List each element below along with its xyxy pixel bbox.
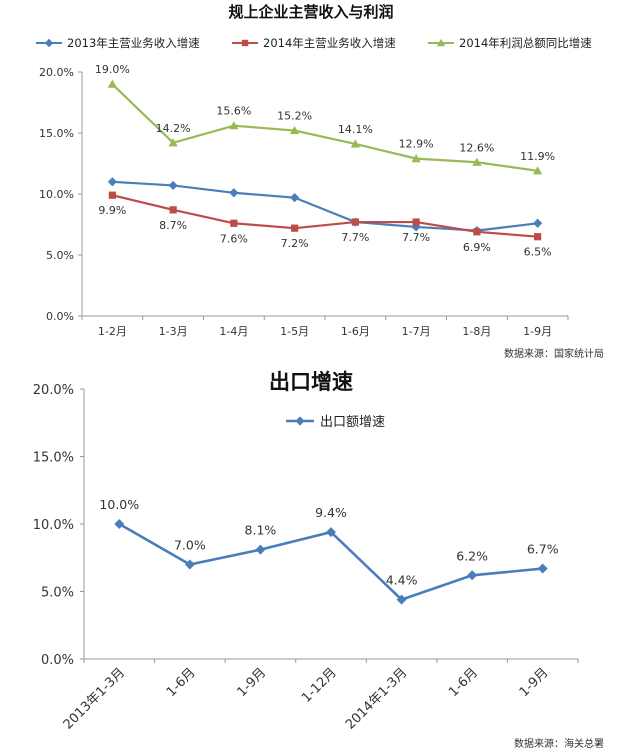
legend-marker [295, 416, 305, 426]
y-tick-label: 20.0% [39, 66, 74, 79]
x-tick-label: 1-9月 [523, 325, 552, 338]
data-point-s1 [351, 218, 359, 226]
data-point-s1 [291, 224, 299, 232]
data-point-s0 [168, 180, 178, 191]
data-point-s0 [290, 193, 300, 203]
data-label: 19.0% [95, 63, 130, 76]
y-tick-label: 5.0% [41, 586, 74, 601]
revenue-profit-chart: 规上企业主营收入与利润 2013年主营业务收入增速 2014年主营业务收入增速 201… [0, 0, 622, 370]
series-line-1 [112, 194, 538, 238]
data-point-s1 [169, 206, 177, 214]
data-label: 10.0% [99, 497, 139, 512]
data-point [184, 559, 195, 570]
data-point-s1 [108, 191, 116, 199]
x-tick-label: 1-3月 [159, 325, 188, 338]
data-label: 7.7% [341, 231, 369, 244]
chart-title: 规上企业主营收入与利润 [228, 3, 393, 21]
x-tick-label: 2013年1-3月 [61, 665, 128, 732]
legend-label: 2013年主营业务收入增速 [67, 36, 200, 50]
data-label: 4.4% [386, 573, 418, 588]
y-tick-label: 0.0% [41, 653, 74, 668]
data-point-s1 [534, 233, 542, 241]
revenue-profit-svg: 规上企业主营收入与利润 2013年主营业务收入增速 2014年主营业务收入增速 201… [36, 3, 604, 360]
x-tick-label: 1-2月 [98, 325, 127, 338]
x-tick-label: 1-5月 [280, 325, 309, 338]
x-tick-label: 2014年1-3月 [343, 665, 410, 732]
y-tick-label: 15.0% [33, 451, 74, 466]
data-point-s2 [168, 138, 178, 147]
series-line-2 [111, 83, 538, 172]
y-tick-label: 10.0% [39, 188, 74, 201]
data-label: 7.6% [220, 232, 248, 245]
export-growth-chart: 出口增速出口额增速 0.0% 5.0% 10.0% 15.0% 20.0% 2013年1-3… [0, 370, 622, 756]
data-point-s2 [472, 157, 482, 166]
data-point [255, 544, 266, 555]
x-tick-label: 1-9月 [234, 665, 269, 700]
x-tick-label: 1-6月 [164, 665, 199, 700]
y-tick-label: 20.0% [33, 383, 74, 398]
data-label: 8.7% [159, 219, 187, 232]
source-note: 数据来源：国家统计局 [504, 347, 604, 360]
data-point-s1 [473, 228, 481, 236]
x-tick-label: 1-8月 [462, 325, 491, 338]
legend-marker [241, 39, 249, 47]
data-point [326, 527, 336, 538]
legend-marker [44, 38, 54, 48]
y-tick-label: 15.0% [39, 127, 74, 140]
data-point [537, 563, 548, 574]
legend-label: 2014年利润总额同比增速 [459, 36, 592, 50]
x-tick-label: 1-12月 [299, 665, 340, 706]
y-tick-label: 0.0% [46, 310, 74, 323]
data-point-s0 [229, 188, 239, 198]
source-note: 数据来源：海关总署 [514, 737, 604, 750]
data-label: 12.6% [459, 141, 494, 154]
x-tick-label: 1-6月 [341, 325, 370, 338]
data-point-s0 [107, 177, 117, 187]
data-label: 7.7% [402, 231, 430, 244]
x-tick-label: 1-4月 [219, 325, 248, 338]
data-point-s2 [350, 139, 360, 148]
data-point-s1 [230, 219, 238, 227]
data-point-s2 [533, 166, 543, 175]
legend-marker [436, 38, 446, 47]
data-point [114, 519, 125, 529]
data-label: 9.4% [315, 505, 347, 520]
data-label: 14.1% [338, 123, 373, 136]
data-point-s2 [229, 121, 239, 130]
y-tick-label: 10.0% [33, 518, 74, 533]
data-label: 7.2% [281, 237, 309, 250]
data-point [396, 594, 407, 605]
x-tick-label: 1-9月 [517, 665, 552, 700]
data-label: 15.2% [277, 110, 312, 123]
data-label: 6.9% [463, 241, 491, 254]
data-point-s2 [290, 125, 300, 135]
legend-label: 2014年主营业务收入增速 [263, 36, 396, 50]
data-label: 7.0% [174, 538, 206, 553]
data-point-s0 [533, 218, 543, 228]
data-point-s1 [412, 218, 420, 226]
x-tick-label: 1-7月 [402, 325, 431, 338]
data-label: 12.9% [399, 138, 434, 151]
legend-label: 出口额增速 [320, 415, 385, 430]
data-point-s2 [107, 79, 117, 88]
data-point-s2 [411, 154, 421, 163]
data-point [467, 570, 478, 581]
data-label: 6.2% [456, 548, 488, 563]
data-label: 8.1% [245, 523, 277, 538]
chart-title: 出口增速 [269, 370, 353, 394]
data-label: 11.9% [520, 150, 555, 163]
data-label: 9.9% [98, 204, 126, 217]
data-label: 15.6% [216, 105, 251, 118]
x-tick-label: 1-6月 [446, 665, 481, 700]
y-tick-label: 5.0% [46, 249, 74, 262]
data-label: 6.7% [527, 542, 559, 557]
data-label: 6.5% [524, 246, 552, 259]
data-label: 14.2% [156, 122, 191, 135]
